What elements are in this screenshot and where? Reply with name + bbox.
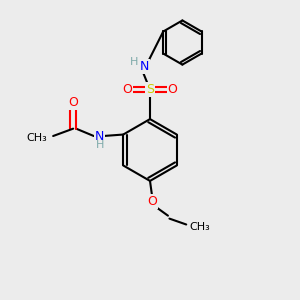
Text: O: O [68,96,78,109]
Text: O: O [122,83,132,96]
Text: O: O [147,195,157,208]
Text: CH₃: CH₃ [189,222,210,232]
Text: S: S [146,83,154,96]
Text: O: O [168,83,178,96]
Text: N: N [140,60,149,73]
Text: H: H [130,57,139,67]
Text: H: H [96,140,104,150]
Text: N: N [95,130,104,142]
Text: CH₃: CH₃ [26,133,47,143]
